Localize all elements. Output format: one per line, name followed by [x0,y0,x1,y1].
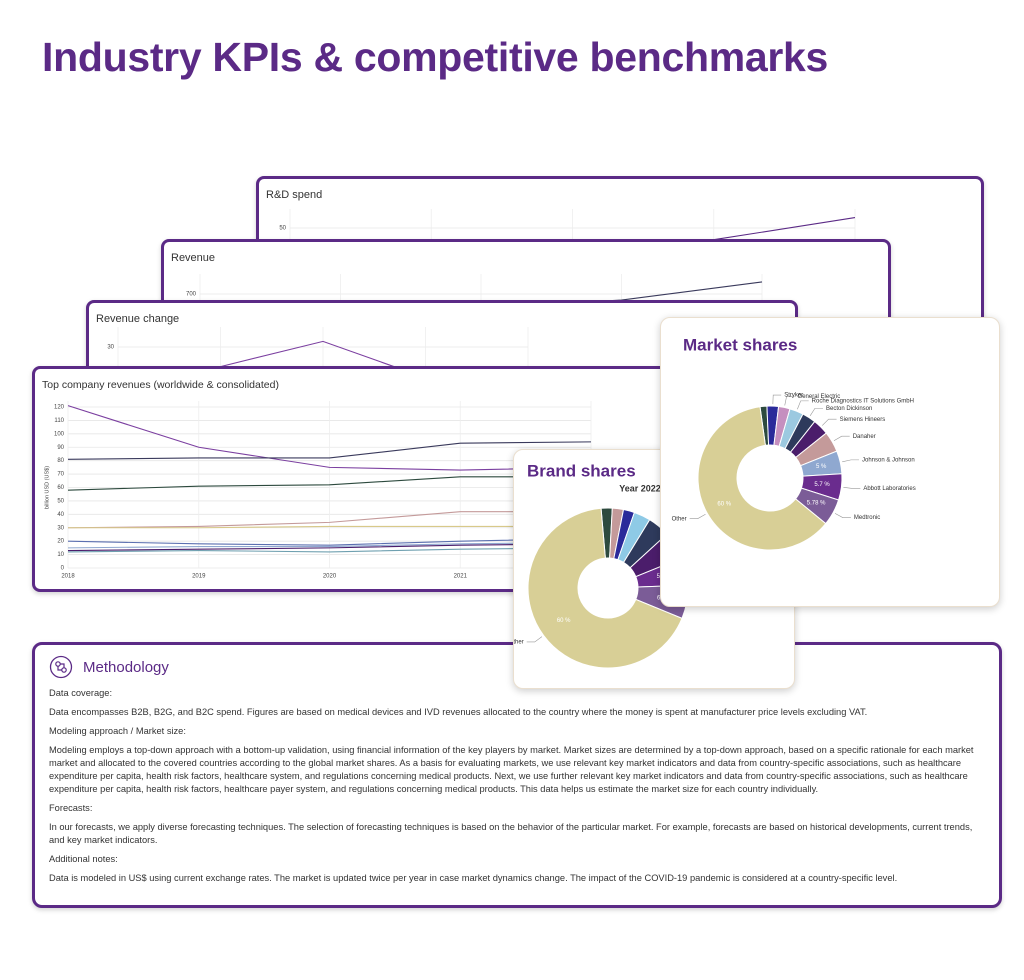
series-line [67,547,592,553]
y-tick-label: 0 [61,566,65,572]
pie-slice [527,507,683,669]
methodology-icon [49,655,73,679]
series-line [68,525,591,529]
slice-label: Stryker [784,393,803,399]
series-line [67,441,592,460]
section-text: In our forecasts, we apply diverse forec… [49,822,973,845]
section-text: Data is modeled in US$ using current exc… [49,873,898,883]
y-tick-label: 70 [57,472,64,478]
leader-line [842,459,859,463]
leader-line [809,407,824,416]
y-tick-label: 100 [54,431,65,437]
slice-label: General Electric [798,394,841,400]
slice-label: Medtronic [854,515,880,521]
y-tick-label: 120 [54,405,65,411]
slice-label: Becton Dickinson [826,406,872,412]
series-line [67,476,591,491]
x-tick-label: 2018 [61,574,75,580]
y-tick-label: 60 [57,485,64,491]
y-tick-label: 700 [186,292,197,298]
leader-line [833,435,850,441]
chart: Top company revenues (worldwide & consol… [42,379,592,580]
leader-line [689,514,706,519]
value-label: 5.7 % [814,482,830,488]
slice-label: Other [672,516,687,522]
section-text: Modeling employs a top-down approach wit… [49,745,974,794]
section-heading: Data coverage: [49,688,113,698]
methodology-header: Methodology [49,655,985,679]
section-text: Data encompasses B2B, B2G, and B2C spend… [49,707,868,717]
y-tick-label: 30 [107,345,114,351]
chart-title: Brand shares [527,461,636,480]
pie-slice [697,406,827,551]
leader-line [834,513,851,518]
leader-line [772,394,782,405]
section-heading: Forecasts: [49,803,93,813]
pie-chart-card: Market shares Stryker General Electric Roch… [660,317,1000,607]
y-tick-label: 20 [57,539,64,545]
slice-label: Johnson & Johnson [862,457,915,463]
slice-label: Roche Diagnostics IT Solutions GmbH [812,398,914,404]
slice-label: Danaher [853,434,876,440]
leader-line [784,396,795,406]
chart-title: Revenue change [96,313,179,325]
value-label: 5.78 % [807,501,826,507]
chart-title: Top company revenues (worldwide & consol… [42,379,279,391]
chart-subtitle: Year 2022 [619,483,661,493]
leader-line [822,418,837,426]
leader-line [526,636,543,643]
y-tick-label: 110 [54,418,64,424]
chart-title: Revenue [171,252,215,264]
x-tick-label: 2019 [192,574,206,580]
series-line [67,537,592,546]
methodology-title: Methodology [83,658,169,676]
y-tick-label: 80 [57,458,64,464]
y-tick-label: 40 [57,512,64,518]
section-heading: Additional notes: [49,854,118,864]
series-line [67,541,592,549]
value-label: 60 % [557,618,571,624]
chart-title: Market shares [683,335,797,354]
series-line [67,511,591,529]
y-tick-label: 50 [57,498,64,504]
value-label: 5 % [816,464,827,470]
chart-title: R&D spend [266,189,322,201]
chart: Revenue change 30 [96,313,529,389]
slice-label: Siemens Hineers [840,417,886,423]
y-tick-label: 30 [57,525,64,531]
y-tick-label: 90 [57,445,64,451]
slice-label: Abbott Laboratories [863,486,915,492]
section-heading: Modeling approach / Market size: [49,726,186,736]
series-line [67,543,592,552]
y-axis-label: billion USD (US$) [44,466,50,509]
y-tick-label: 10 [57,552,64,558]
value-label: 60 % [717,501,731,507]
slice-label: Other [514,640,524,646]
leader-line [797,400,809,410]
page-title: Industry KPIs & competitive benchmarks [42,34,829,80]
x-tick-label: 2020 [323,574,337,580]
y-tick-label: 50 [279,226,286,232]
series-line [67,405,592,471]
leader-line [843,487,861,489]
x-tick-label: 2021 [454,574,468,580]
